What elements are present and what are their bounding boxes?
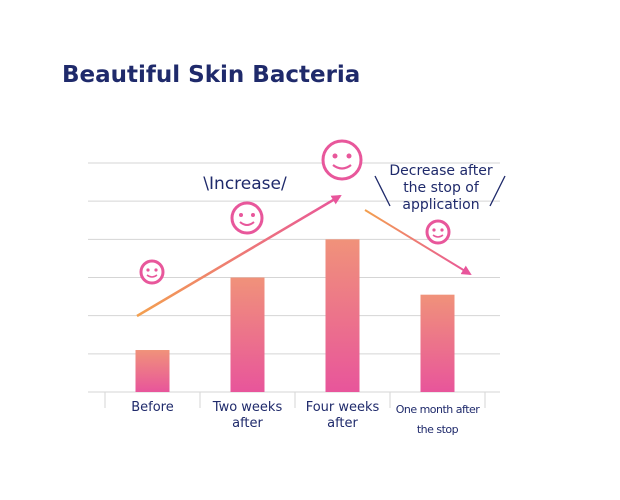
x-tick-label: Before	[131, 400, 174, 415]
annotation: \Increase/	[203, 174, 287, 194]
decorations	[136, 139, 506, 318]
bar	[135, 350, 170, 392]
x-tick-label: Two weeks after	[212, 400, 283, 431]
bar	[325, 239, 360, 392]
x-tick-label: Four weeks after	[305, 400, 380, 431]
x-tick-label: One month after the stop	[395, 403, 480, 436]
chart-title: Beautiful Skin Bacteria	[62, 62, 361, 88]
annotation: Decrease after the stop of application	[389, 163, 493, 213]
bar	[230, 277, 265, 392]
bar	[420, 294, 455, 392]
